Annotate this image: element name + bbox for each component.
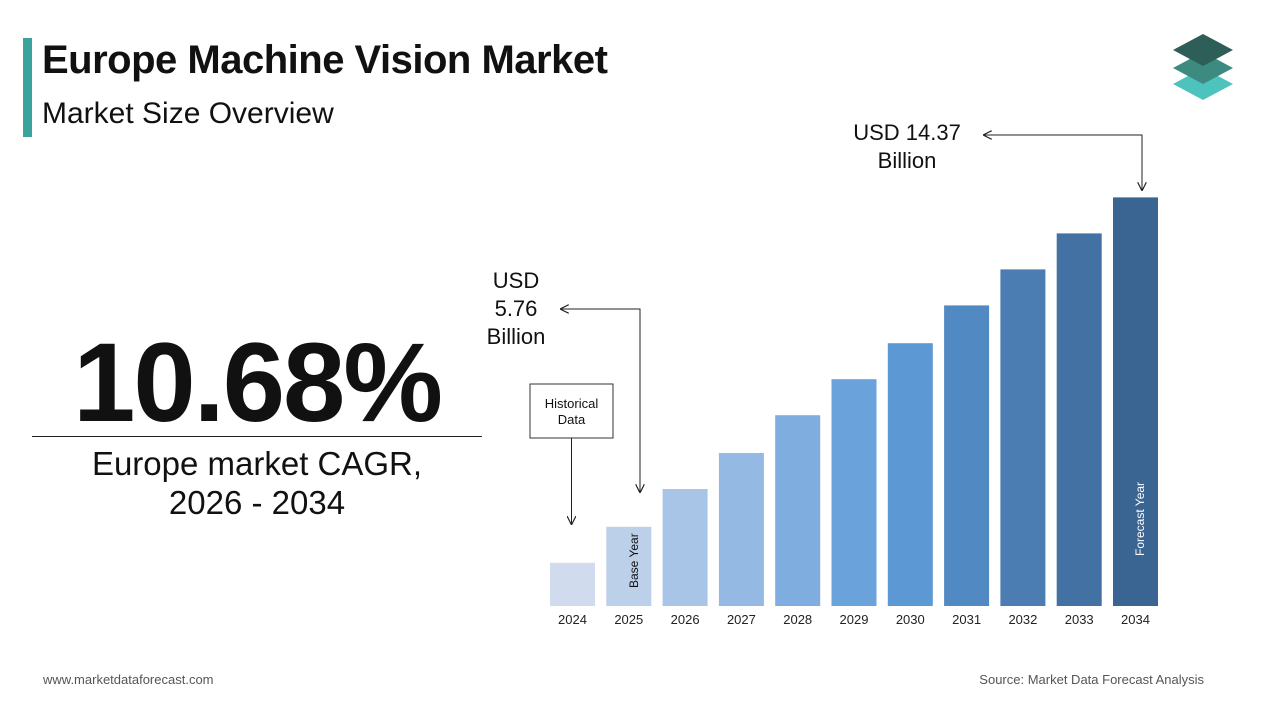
x-tick-label-2028: 2028 [783,612,812,627]
bar-2027 [718,453,764,606]
x-tick-label-2026: 2026 [671,612,700,627]
cagr-divider [32,436,482,437]
end-value-arrow [984,135,1142,190]
footer-source: Source: Market Data Forecast Analysis [979,672,1204,687]
footer-website: www.marketdataforecast.com [43,672,214,687]
x-tick-label-2033: 2033 [1065,612,1094,627]
bar-2034 [1113,197,1158,606]
bar-2024 [550,562,595,606]
bar-2033 [1056,233,1102,606]
page-title: Europe Machine Vision Market [42,38,608,82]
x-tick-label-2024: 2024 [558,612,587,627]
bar-2026 [662,489,708,606]
bar-2031 [944,305,990,606]
x-tick-label-2031: 2031 [952,612,981,627]
title-accent-bar [23,38,32,137]
base-year-label: Base Year [627,533,641,588]
page-subtitle: Market Size Overview [42,97,334,130]
x-tick-label-2032: 2032 [1008,612,1037,627]
start-value-line1: USD [493,268,539,293]
logo-layer-top [1173,34,1233,66]
cagr-label: Europe market CAGR, 2026 - 2034 [32,444,482,522]
start-value-arrow [561,309,640,492]
x-tick-label-2034: 2034 [1121,612,1150,627]
bar-2032 [1000,269,1046,606]
historical-data-line1: Historical [545,396,599,411]
x-tick-label-2030: 2030 [896,612,925,627]
bar-2029 [831,379,877,606]
bars-layer [550,197,1158,606]
cagr-label-line2: 2026 - 2034 [168,484,346,521]
start-value-line2: 5.76 [495,296,538,321]
forecast-year-label: Forecast Year [1133,482,1147,556]
cagr-value: 10.68% [73,320,443,445]
bar-2030 [887,343,933,606]
x-tick-label-2025: 2025 [614,612,643,627]
logo-layer-middle [1173,52,1233,84]
historical-data-box [529,383,614,439]
start-value-line3: Billion [487,324,546,349]
x-tick-label-2027: 2027 [727,612,756,627]
end-value-line2: Billion [878,148,937,173]
cagr-label-line1: Europe market CAGR, [91,445,423,482]
stacked-layers-logo-icon [1173,34,1233,100]
x-tick-labels: 2024 2025 2026 2027 2028 2029 2030 2031 2032 2033… [558,612,1150,627]
end-value-line1: USD 14.37 [853,120,961,145]
bar-2028 [775,415,821,606]
historical-data-line2: Data [558,412,586,427]
bar-2025 [606,526,652,606]
x-tick-label-2029: 2029 [840,612,869,627]
